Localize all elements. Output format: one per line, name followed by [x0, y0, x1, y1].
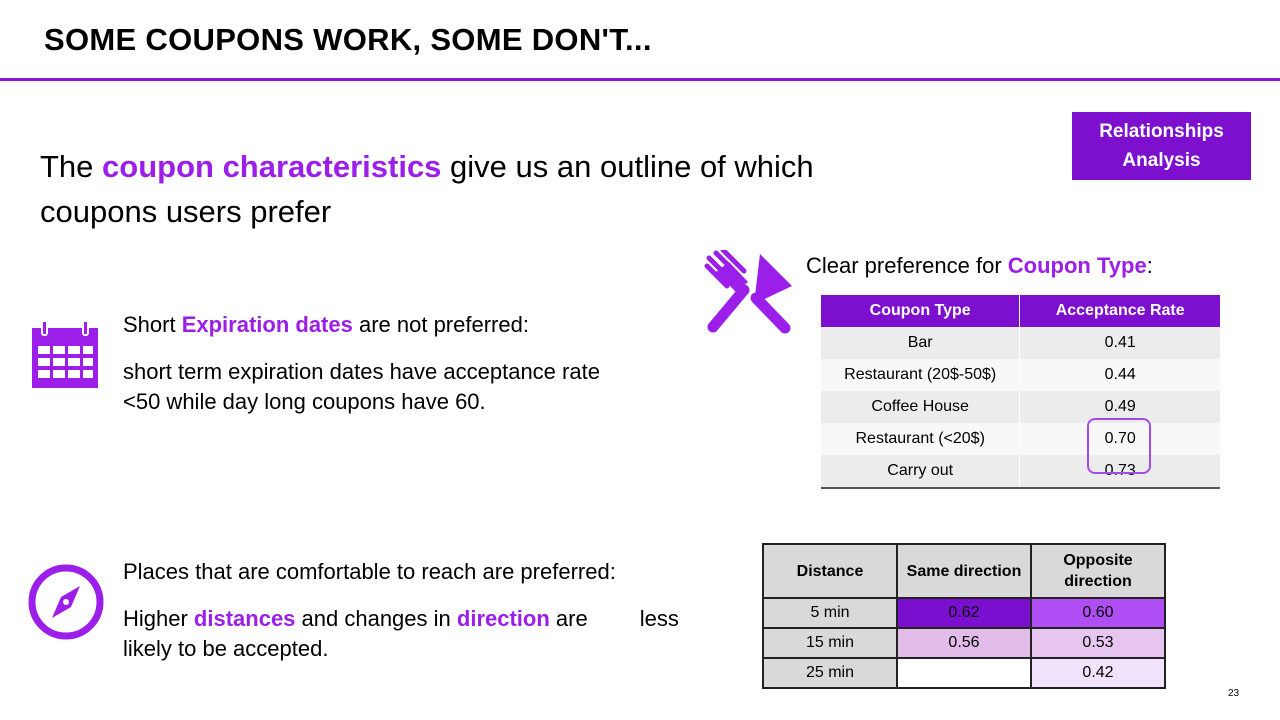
acceptance-rate-cell: 0.41	[1019, 327, 1220, 359]
coupon-type-heading-pre: Clear preference for	[806, 253, 1008, 278]
table-row: Bar 0.41	[821, 327, 1220, 359]
column-header-distance: Distance	[762, 543, 898, 599]
column-header-coupon-type: Coupon Type	[821, 295, 1021, 327]
coupon-type-heading-highlight: Coupon Type	[1007, 253, 1147, 278]
expiration-body: short term expiration dates have accepta…	[123, 359, 600, 414]
table-row: Restaurant (<20$) 0.70	[821, 423, 1220, 455]
title-divider	[0, 78, 1280, 81]
distance-heading: Places that are comfortable to reach are…	[123, 559, 616, 584]
same-direction-cell: 0.62	[896, 597, 1032, 629]
intro-text-1: The	[40, 149, 103, 184]
expiration-heading-highlight: Expiration dates	[181, 312, 353, 337]
distance-body-post-2: less likely to be accepted.	[123, 606, 679, 661]
opposite-direction-label: Opposite direction	[1063, 552, 1133, 590]
column-header-same-direction: Same direction	[896, 543, 1032, 599]
coupon-type-heading-post: :	[1146, 253, 1153, 278]
column-header-acceptance-rate: Acceptance Rate	[1019, 295, 1220, 327]
slide-title: SOME COUPONS WORK, SOME DON'T...	[44, 22, 652, 57]
table-row: Coffee House 0.49	[821, 391, 1220, 423]
coupon-type-cell: Coffee House	[821, 391, 1021, 423]
table-row: Restaurant (20$-50$) 0.44	[821, 359, 1220, 391]
table-header-row: Coupon Type Acceptance Rate	[821, 295, 1220, 327]
intro-text-2: give us an outline of which coupons user…	[40, 149, 814, 229]
intro-highlight: coupon characteristics	[102, 149, 442, 184]
same-direction-cell: 0.56	[896, 627, 1032, 659]
opposite-direction-cell: 0.53	[1030, 627, 1166, 659]
distance-body: Higher distances and changes in directio…	[123, 604, 723, 664]
table-row: 25 min 0.42	[762, 657, 1166, 689]
coupon-type-table: Coupon Type Acceptance Rate Bar 0.41 Rest…	[821, 295, 1220, 489]
table-row: 15 min 0.56 0.53	[762, 627, 1166, 659]
distance-cell: 25 min	[762, 657, 898, 689]
column-header-opposite-direction: Opposite direction	[1030, 543, 1166, 599]
same-direction-cell	[896, 657, 1032, 689]
compass-icon	[26, 562, 106, 647]
expiration-heading-pre: Short	[123, 312, 182, 337]
direction-highlight: direction	[456, 606, 550, 631]
opposite-direction-cell: 0.60	[1030, 597, 1166, 629]
coupon-type-cell: Restaurant (<20$)	[821, 423, 1021, 455]
acceptance-rate-cell: 0.70	[1019, 423, 1220, 455]
page-number: 23	[1228, 688, 1240, 699]
opposite-direction-cell: 0.42	[1030, 657, 1166, 689]
distance-direction-table: Distance Same direction Opposite directi…	[762, 543, 1166, 689]
coupon-type-cell: Restaurant (20$-50$)	[821, 359, 1021, 391]
section-tag-label: Relationships Analysis	[1099, 121, 1224, 171]
expiration-heading: Short Expiration dates are not preferred…	[123, 310, 529, 340]
table-row: 5 min 0.62 0.60	[762, 597, 1166, 629]
distance-body-pre: Higher	[123, 606, 194, 631]
distance-cell: 5 min	[762, 597, 898, 629]
coupon-type-cell: Bar	[821, 327, 1021, 359]
fork-knife-icon	[704, 247, 794, 341]
acceptance-rate-cell: 0.49	[1019, 391, 1220, 423]
top-rates-highlight	[1087, 418, 1151, 474]
intro-statement: The coupon characteristics give us an ou…	[40, 144, 920, 234]
distance-highlight: distances	[193, 606, 296, 631]
section-tag: Relationships Analysis	[1072, 112, 1251, 180]
acceptance-rate-cell: 0.44	[1019, 359, 1220, 391]
distance-cell: 15 min	[762, 627, 898, 659]
table-header-row: Distance Same direction Opposite directi…	[762, 543, 1166, 599]
calendar-icon	[30, 320, 100, 395]
distance-body-mid: and changes in	[295, 606, 457, 631]
distance-body-post-1: are	[549, 606, 588, 631]
expiration-heading-post: are not preferred:	[352, 312, 529, 337]
table-row: Carry out 0.73	[821, 455, 1220, 489]
coupon-type-cell: Carry out	[821, 455, 1021, 489]
coupon-type-heading: Clear preference for Coupon Type:	[806, 253, 1153, 279]
